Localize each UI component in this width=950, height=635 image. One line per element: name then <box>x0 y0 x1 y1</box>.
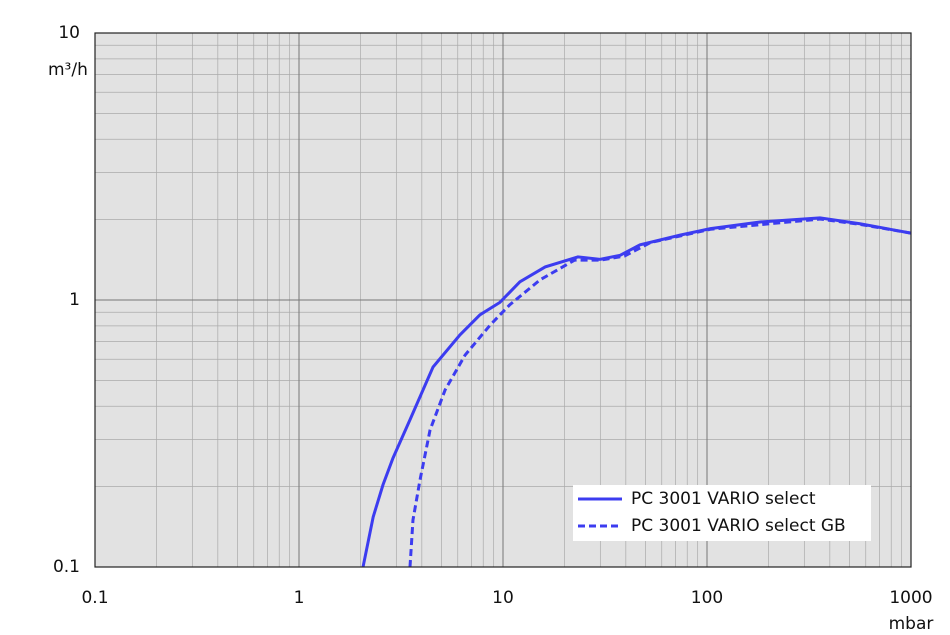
x-tick-label: 1 <box>294 588 305 608</box>
x-tick-label: 10 <box>492 588 514 608</box>
lines <box>361 216 912 568</box>
plot-frame <box>94 32 912 568</box>
series-line <box>408 217 912 568</box>
legend-box <box>573 485 871 541</box>
y-tick-label: 1 <box>69 290 80 310</box>
y-tick-label: 10 <box>58 23 80 43</box>
x-axis-label: mbar <box>889 614 934 634</box>
legend: PC 3001 VARIO select PC 3001 VARIO select… <box>573 485 871 541</box>
legend-label: PC 3001 VARIO select GB <box>631 516 846 536</box>
series-line <box>361 216 912 568</box>
legend-label: PC 3001 VARIO select <box>631 489 816 509</box>
x-tick-label: 0.1 <box>81 588 108 608</box>
x-tick-label: 100 <box>691 588 723 608</box>
y-axis-label: m³/h <box>48 60 88 80</box>
x-tick-label: 1000 <box>889 588 932 608</box>
y-tick-label: 0.1 <box>53 557 80 577</box>
